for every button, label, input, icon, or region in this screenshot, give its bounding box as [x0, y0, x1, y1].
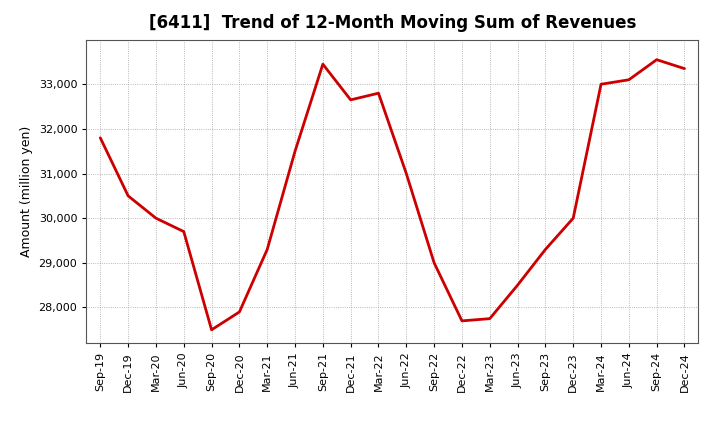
- Title: [6411]  Trend of 12-Month Moving Sum of Revenues: [6411] Trend of 12-Month Moving Sum of R…: [149, 15, 636, 33]
- Y-axis label: Amount (million yen): Amount (million yen): [20, 126, 33, 257]
